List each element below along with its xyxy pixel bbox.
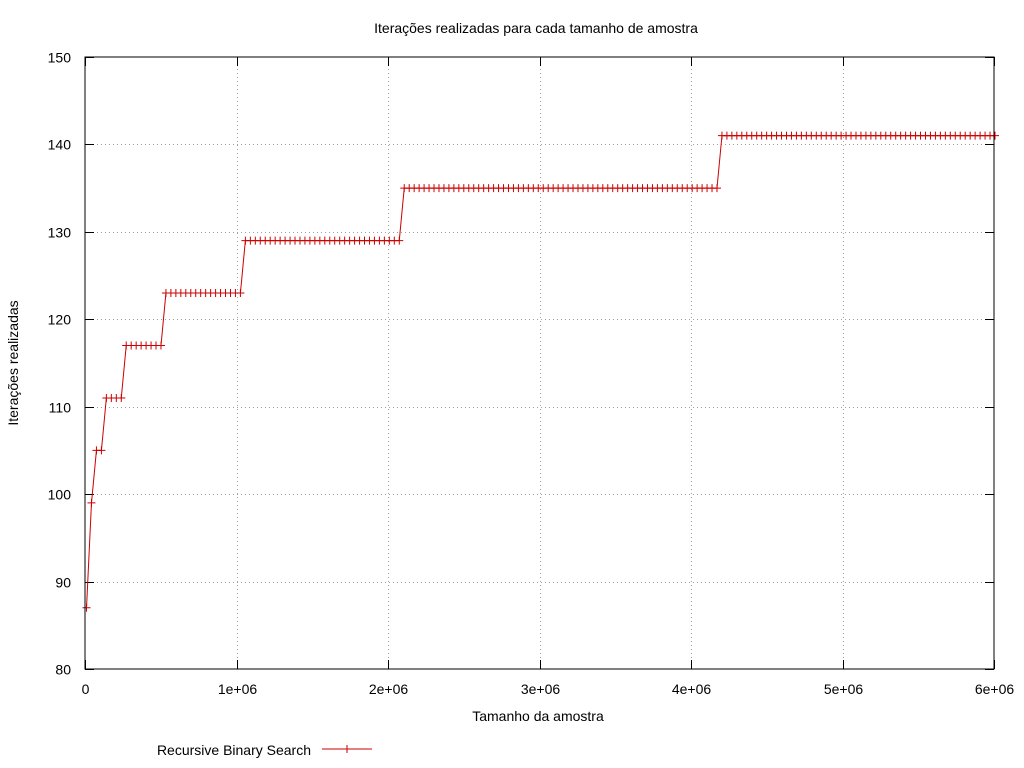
y-tick-label: 80 [55, 662, 71, 678]
x-tick-label: 1e+06 [218, 681, 258, 697]
y-tick-label: 110 [49, 400, 72, 416]
series-plot [82, 131, 999, 612]
y-tick-label: 120 [48, 312, 72, 328]
series-line [86, 135, 995, 608]
y-tick-label: 100 [48, 487, 72, 503]
x-axis-label: Tamanho da amostra [472, 708, 604, 724]
grid-lines [85, 57, 994, 669]
data-point [712, 184, 721, 193]
legend: Recursive Binary Search [157, 742, 372, 758]
x-tick-label: 6e+06 [975, 681, 1015, 697]
x-tick-label: 3e+06 [521, 681, 561, 697]
x-tick-label: 4e+06 [672, 681, 712, 697]
y-tick-label: 140 [48, 137, 72, 153]
x-tick-label: 2e+06 [369, 681, 409, 697]
data-point [156, 341, 165, 350]
x-tick-label: 5e+06 [824, 681, 864, 697]
data-point [117, 393, 126, 402]
plot-frame [84, 56, 995, 670]
data-point [87, 498, 96, 507]
data-point [395, 236, 404, 245]
chart-title: Iterações realizadas para cada tamanho d… [374, 20, 698, 36]
data-point [82, 603, 91, 612]
data-point [236, 289, 245, 298]
data-point [990, 131, 999, 140]
axis-ticks: 80 90 100 110 120 130 140 150 0 1e+06 2e+06 3e+06 4e… [48, 50, 1015, 698]
y-tick-label: 150 [48, 50, 72, 66]
y-tick-label: 130 [48, 225, 72, 241]
legend-marker-sample [343, 745, 351, 753]
legend-label: Recursive Binary Search [157, 742, 311, 758]
y-axis-label: Iterações realizadas [5, 300, 21, 425]
data-point [97, 446, 106, 455]
y-tick-label: 90 [55, 575, 71, 591]
x-tick-label: 0 [82, 681, 90, 697]
